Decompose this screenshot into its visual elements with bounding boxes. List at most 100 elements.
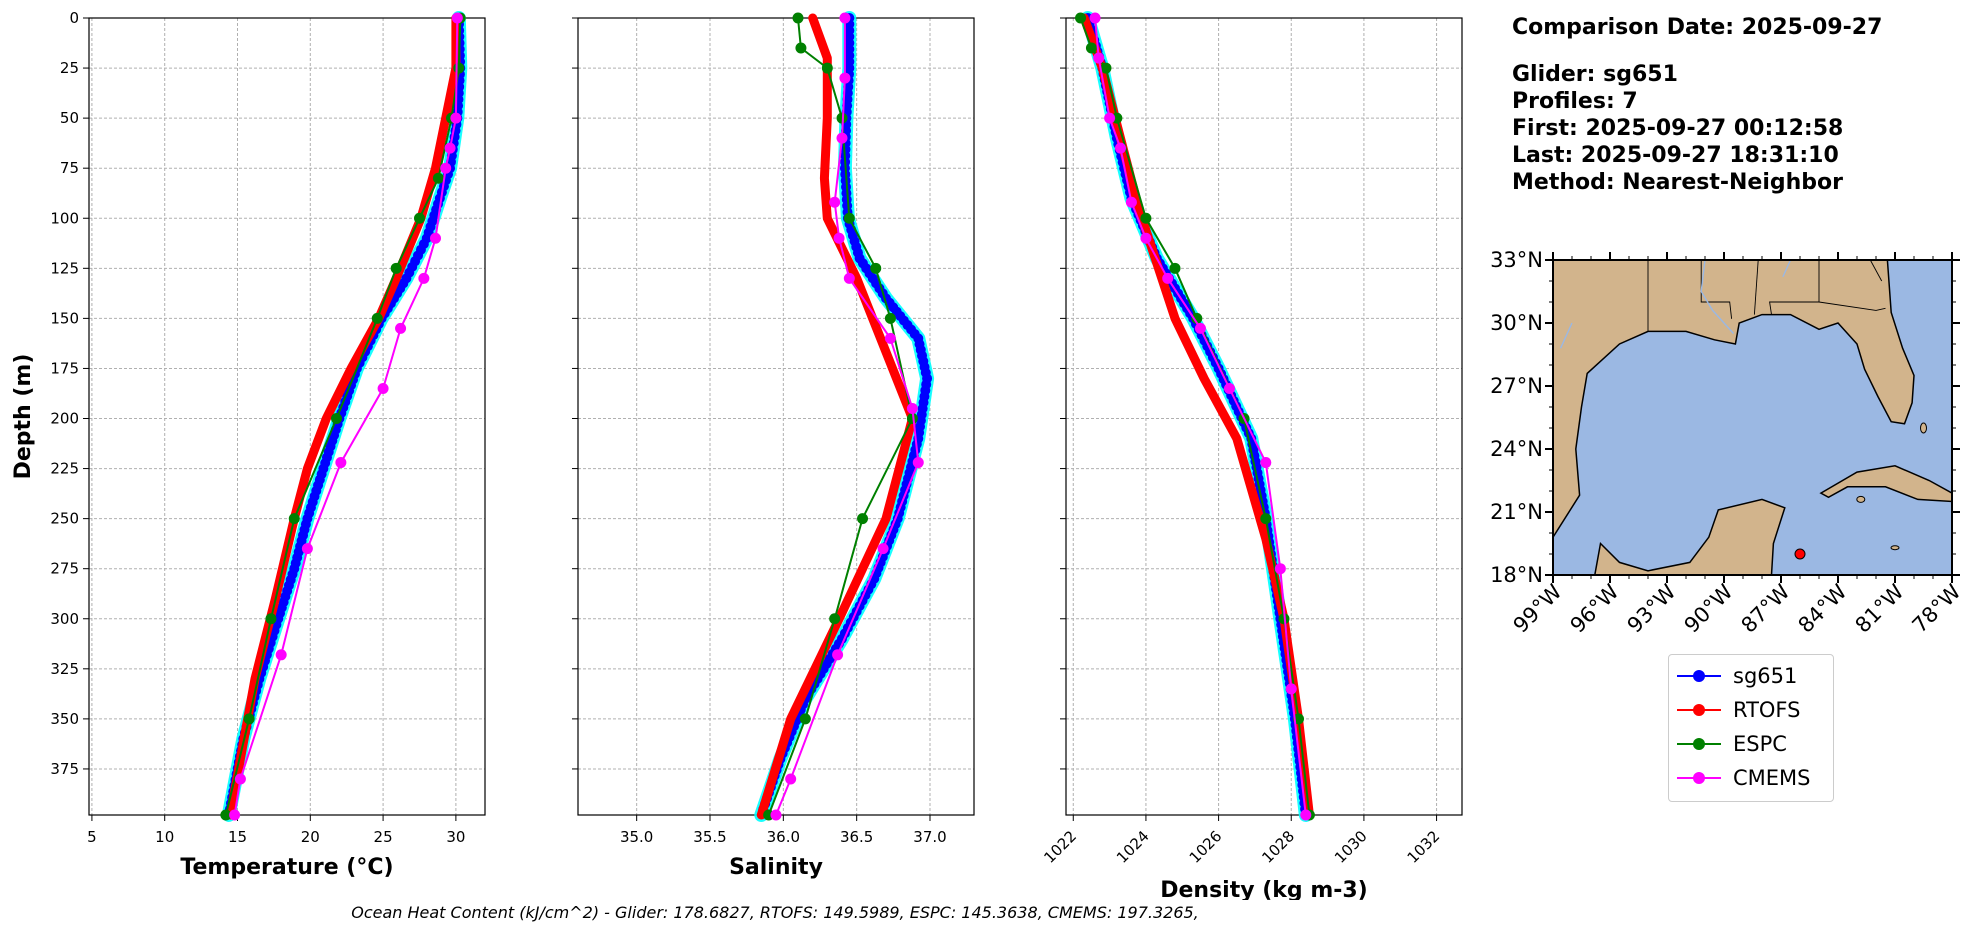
series-rtofs: [756, 13, 917, 820]
map-lat-label: 27°N: [1490, 374, 1543, 398]
figure: 0 25 50 75 100 125 150 175 200 225 250 275 300 325 350…: [11, 9, 1966, 900]
espc-marker: [331, 413, 342, 425]
y-tick-label: 225: [50, 460, 79, 478]
legend-marker: [1693, 704, 1705, 716]
map-river: [1559, 322, 1573, 349]
axes-frame: [1065, 17, 1463, 816]
cmems-marker: [770, 809, 782, 821]
espc-marker: [413, 212, 425, 224]
cmems-marker: [1300, 809, 1312, 821]
x-tick-label: 1026: [1186, 827, 1226, 867]
y-tick-label: 300: [50, 610, 79, 628]
series-cmems: [229, 12, 463, 821]
x-tick-label: 1022: [1040, 827, 1080, 867]
cmems-marker: [1104, 112, 1116, 124]
cmems-marker: [1260, 457, 1272, 469]
series-rtofs-line: [756, 13, 917, 820]
series-sg651: [221, 11, 468, 822]
map-island: [1890, 545, 1900, 551]
series-cmems-line: [1094, 17, 1307, 816]
cmems-marker: [1089, 12, 1101, 24]
y-tick-label: 375: [50, 760, 79, 778]
last-time: Last: 2025-09-27 18:31:10: [1512, 143, 1839, 168]
cmems-marker: [1162, 272, 1174, 284]
map-lon-label: 81°W: [1851, 579, 1909, 637]
y-tick-label: 25: [60, 59, 79, 77]
legend-marker: [1693, 670, 1705, 682]
x-tick-label: 35.0: [620, 828, 653, 846]
cmems-marker: [301, 543, 313, 555]
y-tick-label: 125: [50, 259, 79, 277]
glider-location-marker: [1794, 548, 1806, 560]
legend-label: ESPC: [1733, 732, 1787, 756]
cmems-marker: [839, 72, 851, 84]
y-tick-label: 200: [50, 410, 79, 428]
series-espc-line: [767, 17, 914, 816]
cmems-marker: [906, 402, 918, 414]
espc-marker: [1100, 62, 1112, 74]
glider-name: Glider: sg651: [1512, 62, 1678, 87]
cmems-marker: [229, 809, 241, 821]
x-tick-label: 20: [301, 828, 320, 846]
x-axis-label: Temperature (°C): [180, 855, 393, 880]
cmems-marker: [450, 112, 462, 124]
x-tick-label: 1030: [1331, 827, 1371, 867]
cmems-marker: [829, 196, 841, 208]
espc-marker: [843, 212, 855, 224]
y-axis-label: Depth (m): [11, 354, 36, 480]
espc-marker: [857, 513, 869, 525]
espc-marker: [795, 42, 807, 54]
y-tick-label: 275: [50, 560, 79, 578]
series-espc-line: [224, 17, 462, 816]
map-island: [1920, 422, 1927, 434]
x-tick-label: 25: [374, 828, 393, 846]
espc-marker: [390, 262, 402, 274]
cmems-marker: [1194, 322, 1206, 334]
y-tick-label: 150: [50, 309, 79, 327]
cmems-marker: [785, 773, 797, 785]
map-state-border: [1818, 301, 1886, 311]
panel-3: 1022 1024 1026 1028 1030 1032 Density (kg m-3): [1040, 11, 1463, 900]
map-lat-label: 24°N: [1490, 437, 1543, 461]
map-lon-label: 90°W: [1680, 579, 1738, 637]
cmems-marker: [451, 12, 463, 24]
cmems-marker: [1140, 232, 1152, 244]
cmems-marker: [832, 649, 844, 661]
espc-marker: [1260, 513, 1272, 525]
cmems-marker: [234, 773, 246, 785]
profile-count: Profiles: 7: [1512, 89, 1638, 114]
ohc-footer: Ocean Heat Content (kJ/cm^2) - Glider: 1…: [351, 903, 1199, 922]
cmems-marker: [1114, 142, 1126, 154]
cmems-marker: [833, 232, 845, 244]
x-tick-label: 35.5: [693, 828, 726, 846]
x-axis-label: Density (kg m-3): [1160, 878, 1368, 900]
espc-marker: [371, 312, 383, 324]
cmems-marker: [912, 457, 924, 469]
cmems-marker: [377, 382, 389, 394]
espc-marker: [265, 613, 277, 625]
espc-marker: [1140, 212, 1152, 224]
legend-marker: [1693, 738, 1705, 750]
y-tick-label: 100: [50, 209, 79, 227]
cmems-marker: [1125, 196, 1137, 208]
espc-marker: [288, 513, 300, 525]
legend-item-rtofs: RTOFS: [1677, 695, 1827, 725]
cmems-marker: [884, 332, 896, 344]
cmems-marker: [877, 543, 889, 555]
x-tick-label: 36.5: [840, 828, 873, 846]
map-lat-label: 21°N: [1490, 500, 1543, 524]
espc-marker: [906, 413, 918, 425]
x-tick-label: 1032: [1404, 827, 1444, 867]
espc-marker: [884, 312, 896, 324]
map-state-border: [1753, 259, 1759, 315]
y-tick-label: 250: [50, 510, 79, 528]
cmems-marker: [335, 457, 347, 469]
x-tick-label: 37.0: [913, 828, 946, 846]
legend: sg651 RTOFS ESPC CMEMS: [1668, 654, 1834, 802]
method: Method: Nearest-Neighbor: [1512, 170, 1843, 195]
y-tick-label: 50: [60, 109, 79, 127]
map-lat-label: 18°N: [1490, 563, 1543, 587]
cmems-marker: [275, 649, 287, 661]
cmems-marker: [839, 12, 851, 24]
espc-marker: [432, 172, 444, 184]
